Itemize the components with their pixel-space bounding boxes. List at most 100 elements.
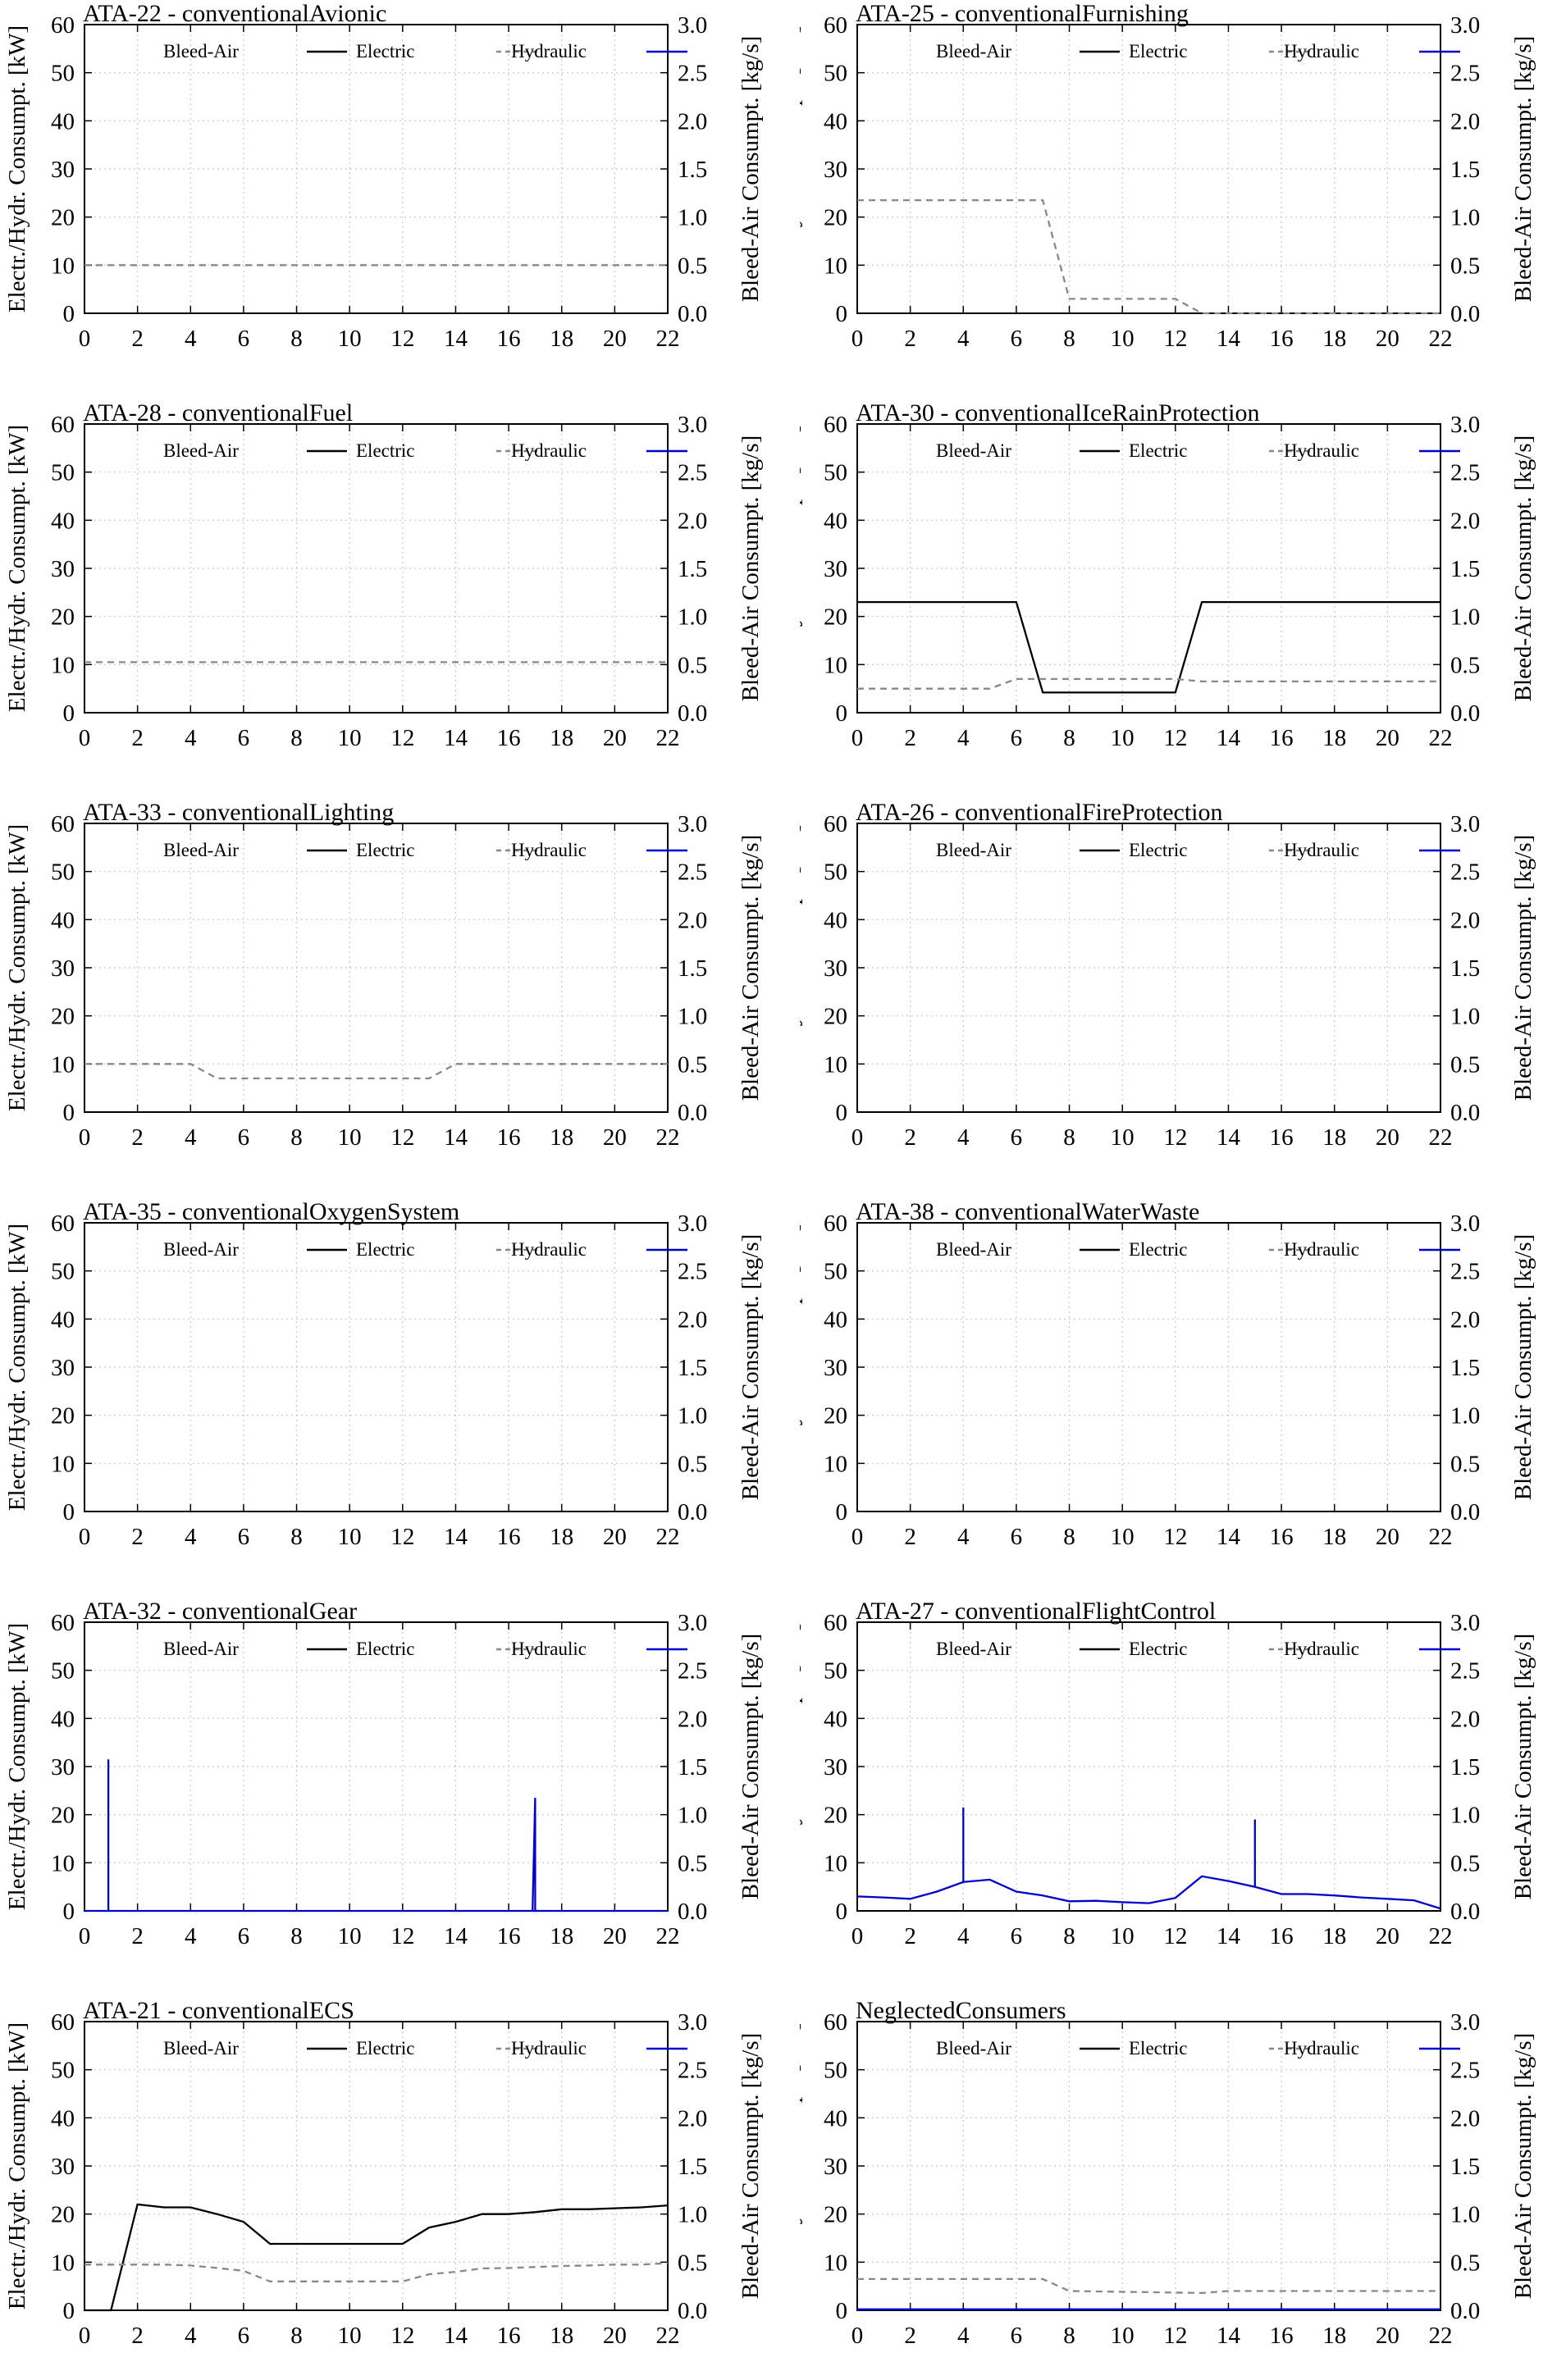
y-right-tick-label: 0.0 bbox=[1450, 1499, 1480, 1525]
legend-label-bleed: Bleed-Air bbox=[163, 1639, 239, 1659]
x-tick-label: 20 bbox=[603, 1923, 627, 1949]
x-tick-label: 12 bbox=[1163, 326, 1187, 352]
x-tick-label: 16 bbox=[497, 1524, 521, 1550]
x-tick-label: 22 bbox=[656, 2323, 680, 2349]
legend-label-bleed: Bleed-Air bbox=[936, 1639, 1011, 1659]
x-tick-label: 14 bbox=[1217, 326, 1241, 352]
y-left-tick-label: 60 bbox=[51, 412, 75, 438]
y-left-tick-label: 50 bbox=[824, 1259, 847, 1285]
y-right-tick-label: 3.0 bbox=[678, 2009, 707, 2036]
y-right-tick-label: 0.0 bbox=[678, 301, 707, 327]
y-left-tick-label: 40 bbox=[51, 108, 75, 135]
y-left-tick-label: 10 bbox=[824, 1451, 847, 1477]
y-right-tick-label: 1.0 bbox=[678, 1004, 707, 1030]
x-tick-label: 16 bbox=[497, 1124, 521, 1151]
chart-svg: 0 2 4 6 8 10 12 14 16 18 20 22 0 10 20 30 40 50 60 0.0 0.5 1.… bbox=[4, 799, 764, 1151]
x-tick-label: 18 bbox=[550, 2323, 573, 2349]
y-left-tick-label: 20 bbox=[51, 604, 75, 631]
y-right-tick-label: 0.0 bbox=[678, 1499, 707, 1525]
legend-label-bleed: Bleed-Air bbox=[936, 2038, 1011, 2059]
x-tick-label: 0 bbox=[851, 2323, 864, 2349]
chart-title: ATA-38 - conventionalWaterWaste bbox=[856, 1198, 1199, 1225]
legend-label-hydraulic: Hydraulic bbox=[1284, 1239, 1359, 1260]
y-left-tick-label: 50 bbox=[824, 1658, 847, 1685]
x-tick-label: 2 bbox=[904, 725, 916, 751]
y-left-tick-label: 10 bbox=[51, 1850, 75, 1876]
x-tick-label: 2 bbox=[904, 326, 916, 352]
legend-label-bleed: Bleed-Air bbox=[163, 1239, 239, 1260]
y-right-tick-label: 0.5 bbox=[1450, 2250, 1480, 2276]
y-right-tick-label: 1.5 bbox=[678, 2154, 707, 2180]
x-tick-label: 10 bbox=[1111, 1524, 1135, 1550]
y-right-axis-label: Bleed-Air Consumpt. [kg/s] bbox=[737, 835, 764, 1101]
y-left-tick-label: 30 bbox=[824, 1355, 847, 1381]
x-tick-label: 14 bbox=[1217, 1124, 1241, 1151]
chart-svg: 0 2 4 6 8 10 12 14 16 18 20 22 0 10 20 30 40 50 60 0.0 0.5 1.… bbox=[4, 1997, 764, 2349]
y-left-axis-label: Electr./Hydr. Consumpt. [kW] bbox=[800, 425, 803, 712]
y-left-tick-label: 40 bbox=[824, 2105, 847, 2132]
chart-svg: 0 2 4 6 8 10 12 14 16 18 20 22 0 10 20 30 40 50 60 0.0 0.5 1.… bbox=[800, 1598, 1536, 1949]
x-tick-label: 8 bbox=[1063, 2323, 1075, 2349]
y-right-tick-label: 2.5 bbox=[678, 1259, 707, 1285]
y-right-tick-label: 1.5 bbox=[678, 157, 707, 183]
chart-panel: 0 2 4 6 8 10 12 14 16 18 20 22 0 10 20 30 40 50 60 0.0 0.5 1.… bbox=[800, 1981, 1566, 2380]
x-tick-label: 18 bbox=[1322, 725, 1346, 751]
chart-svg: 0 2 4 6 8 10 12 14 16 18 20 22 0 10 20 30 40 50 60 0.0 0.5 1.… bbox=[800, 0, 1536, 352]
y-left-tick-label: 60 bbox=[51, 2009, 75, 2036]
y-left-tick-label: 20 bbox=[51, 205, 75, 231]
y-left-tick-label: 30 bbox=[51, 955, 75, 982]
y-left-tick-label: 40 bbox=[51, 907, 75, 933]
y-left-tick-label: 40 bbox=[824, 508, 847, 534]
y-left-tick-label: 10 bbox=[51, 1051, 75, 1078]
legend-label-electric: Electric bbox=[356, 41, 415, 62]
y-right-axis-label: Bleed-Air Consumpt. [kg/s] bbox=[737, 2033, 764, 2300]
y-right-tick-label: 2.0 bbox=[678, 1706, 707, 1732]
x-tick-label: 2 bbox=[131, 2323, 144, 2349]
y-left-axis-label: Electr./Hydr. Consumpt. [kW] bbox=[4, 2022, 30, 2309]
y-left-tick-label: 40 bbox=[824, 1706, 847, 1732]
y-left-tick-label: 50 bbox=[51, 859, 75, 886]
y-right-tick-label: 1.0 bbox=[1450, 1004, 1480, 1030]
x-tick-label: 10 bbox=[1111, 1923, 1135, 1949]
legend-label-electric: Electric bbox=[356, 840, 415, 860]
y-right-tick-label: 1.5 bbox=[1450, 2154, 1480, 2180]
x-tick-label: 0 bbox=[851, 1124, 864, 1151]
chart-title: ATA-27 - conventionalFlightControl bbox=[856, 1598, 1216, 1625]
y-right-tick-label: 2.5 bbox=[678, 61, 707, 87]
x-tick-label: 18 bbox=[550, 1923, 573, 1949]
x-tick-label: 2 bbox=[904, 1923, 916, 1949]
y-left-tick-label: 30 bbox=[824, 2154, 847, 2180]
x-tick-label: 22 bbox=[656, 1923, 680, 1949]
x-tick-label: 0 bbox=[79, 326, 91, 352]
y-right-tick-label: 2.5 bbox=[1450, 460, 1480, 486]
x-tick-label: 0 bbox=[79, 1923, 91, 1949]
x-tick-label: 0 bbox=[851, 1524, 864, 1550]
y-left-tick-label: 20 bbox=[824, 1004, 847, 1030]
y-right-tick-label: 1.5 bbox=[1450, 157, 1480, 183]
x-tick-label: 22 bbox=[656, 326, 680, 352]
y-right-tick-label: 2.5 bbox=[678, 2058, 707, 2084]
y-right-tick-label: 3.0 bbox=[678, 12, 707, 39]
chart-svg: 0 2 4 6 8 10 12 14 16 18 20 22 0 10 20 30 40 50 60 0.0 0.5 1.… bbox=[4, 399, 764, 751]
y-left-tick-label: 50 bbox=[824, 859, 847, 886]
chart-svg: 0 2 4 6 8 10 12 14 16 18 20 22 0 10 20 30 40 50 60 0.0 0.5 1.… bbox=[800, 1198, 1536, 1550]
x-tick-label: 18 bbox=[550, 1524, 573, 1550]
y-right-tick-label: 3.0 bbox=[1450, 412, 1480, 438]
y-right-tick-label: 2.5 bbox=[1450, 1259, 1480, 1285]
y-left-tick-label: 10 bbox=[824, 1051, 847, 1078]
x-tick-label: 10 bbox=[338, 1923, 362, 1949]
x-tick-label: 12 bbox=[390, 1923, 414, 1949]
y-right-tick-label: 2.0 bbox=[678, 108, 707, 135]
x-tick-label: 0 bbox=[79, 1524, 91, 1550]
y-left-tick-label: 50 bbox=[824, 2058, 847, 2084]
x-tick-label: 22 bbox=[1429, 1524, 1453, 1550]
x-tick-label: 10 bbox=[338, 1524, 362, 1550]
chart-panel: 0 2 4 6 8 10 12 14 16 18 20 22 0 10 20 30 40 50 60 0.0 0.5 1.… bbox=[0, 1581, 800, 1981]
y-left-axis-label: Electr./Hydr. Consumpt. [kW] bbox=[4, 1623, 30, 1910]
y-left-tick-label: 0 bbox=[63, 2298, 75, 2324]
chart-title: ATA-30 - conventionalIceRainProtection bbox=[856, 399, 1259, 426]
series-line-electric bbox=[857, 677, 1440, 690]
y-right-tick-label: 0.5 bbox=[1450, 253, 1480, 279]
legend-label-hydraulic: Hydraulic bbox=[1284, 840, 1359, 860]
x-tick-label: 16 bbox=[497, 326, 521, 352]
